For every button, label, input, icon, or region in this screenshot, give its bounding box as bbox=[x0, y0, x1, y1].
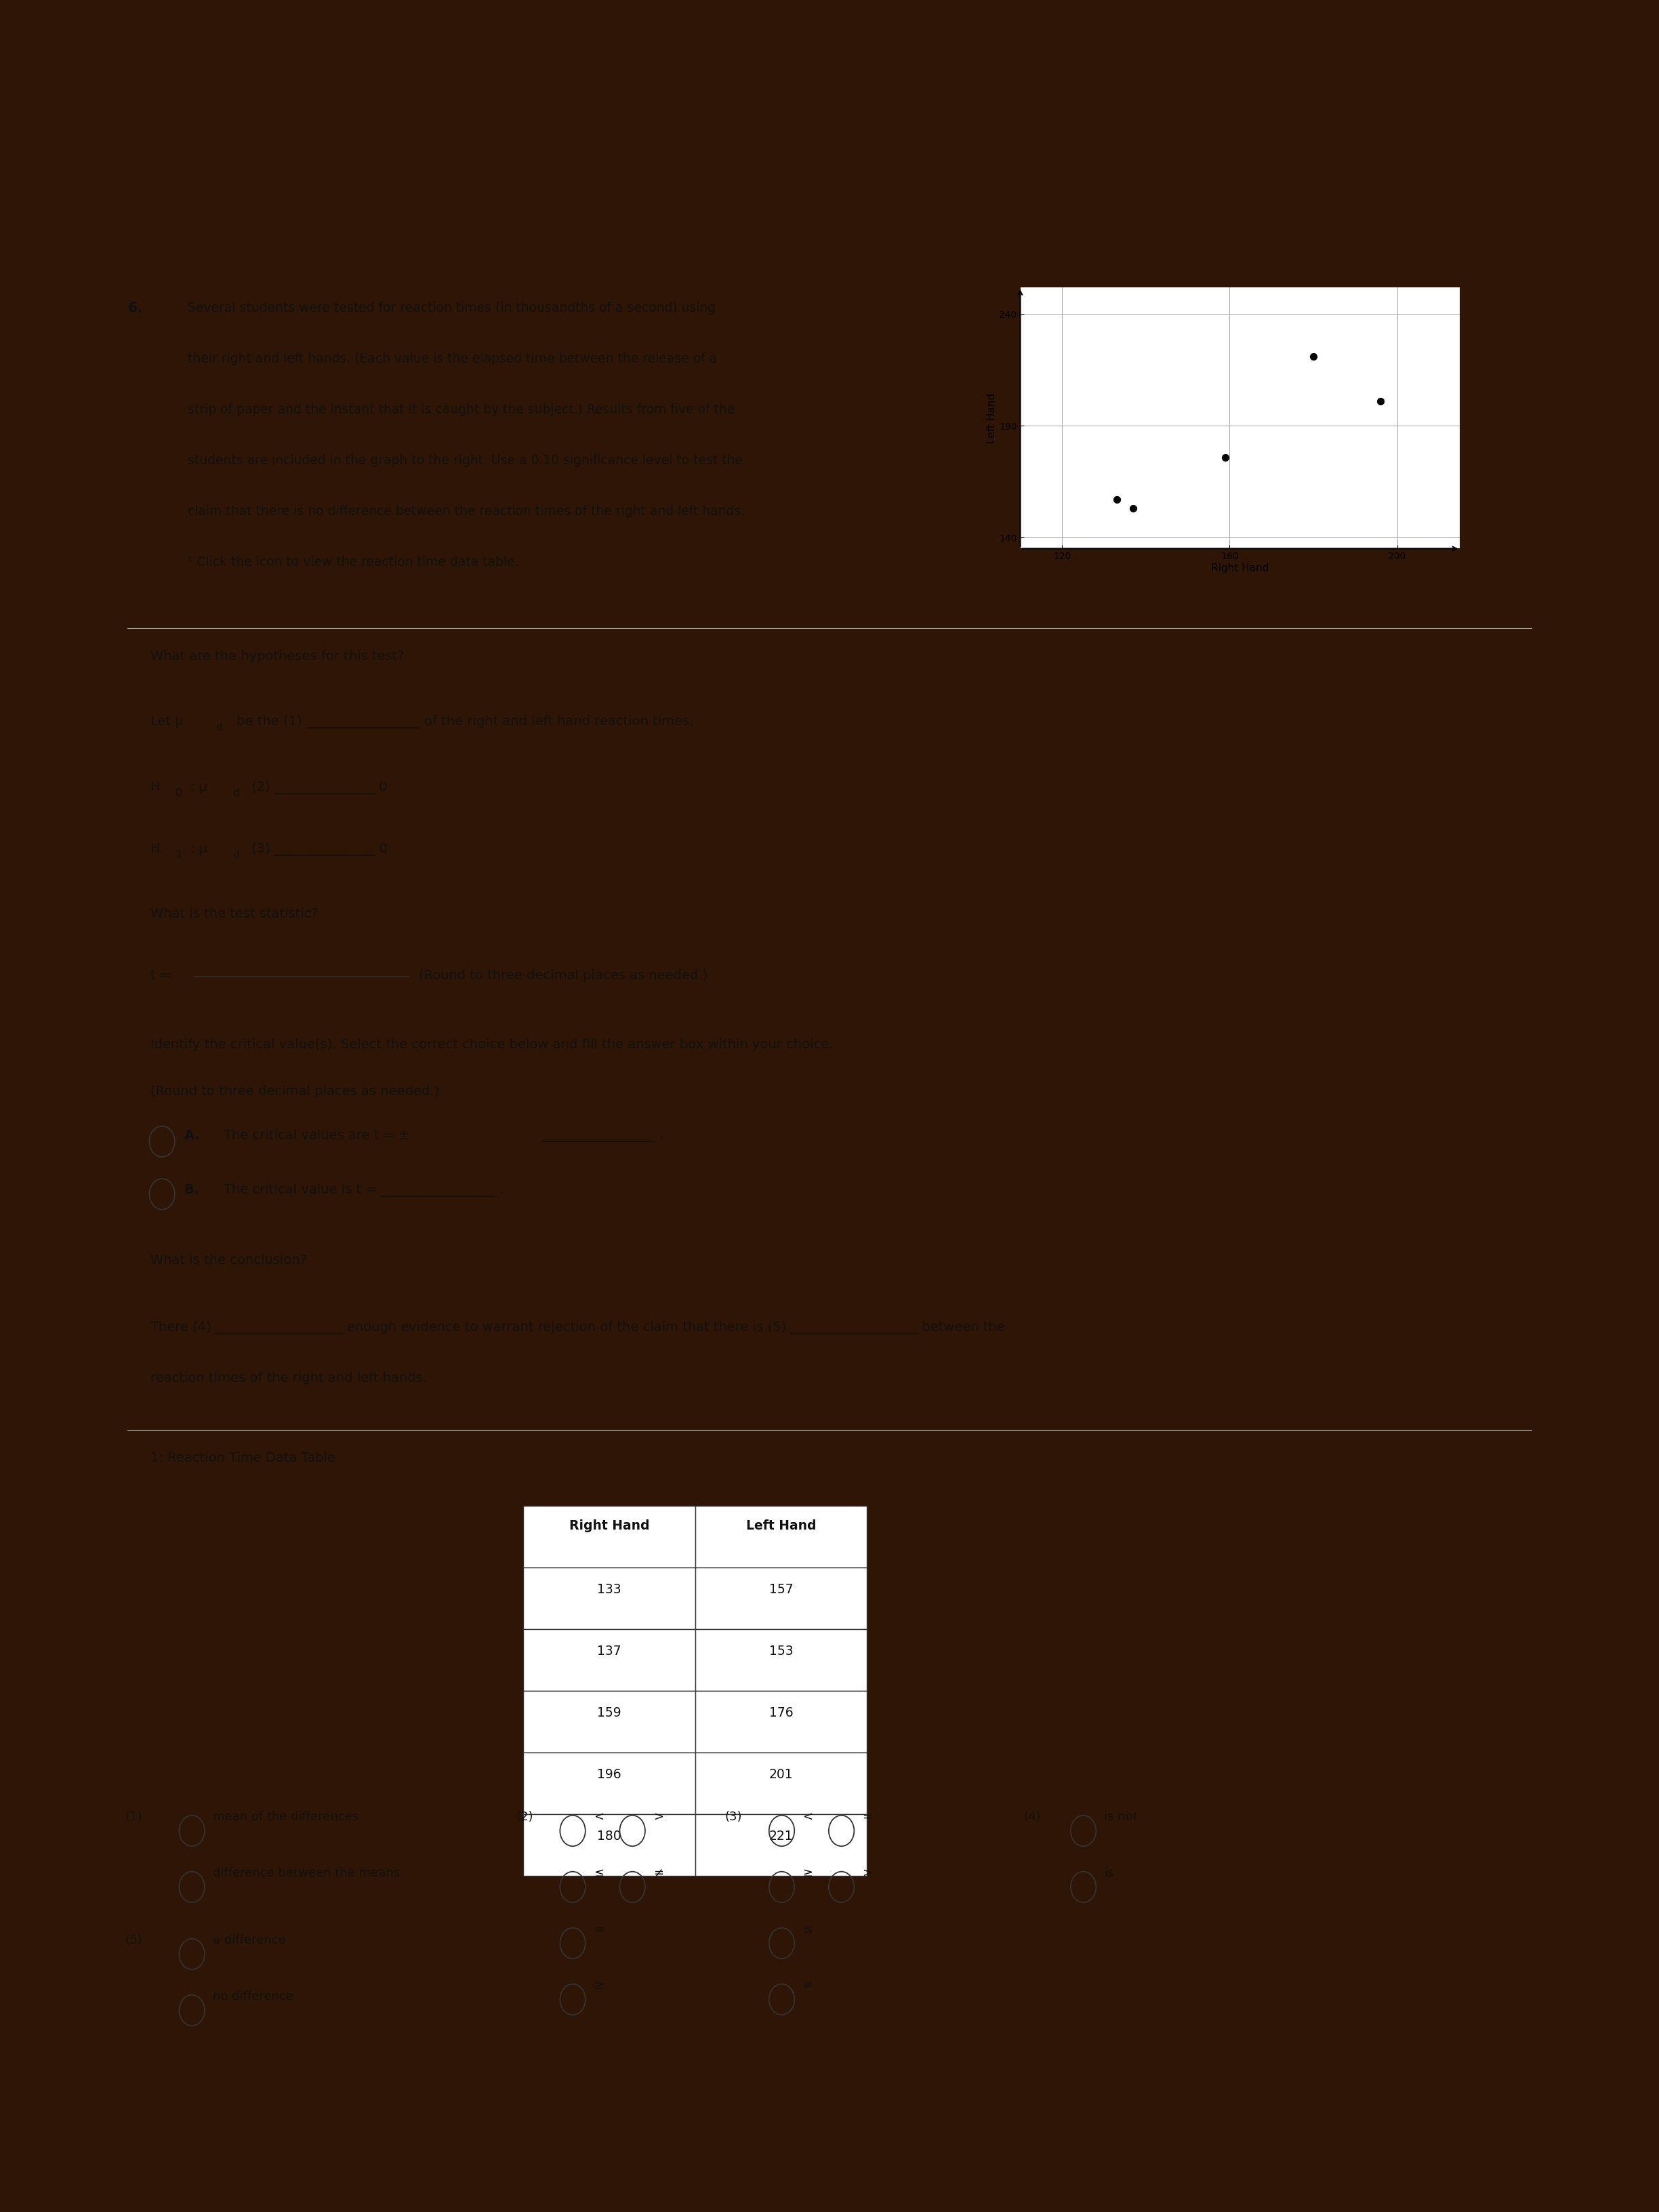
Text: ≤: ≤ bbox=[803, 1922, 813, 1936]
Text: What is the conclusion?: What is the conclusion? bbox=[151, 1254, 307, 1267]
Text: =: = bbox=[863, 1812, 873, 1823]
Text: be the (1) _________________ of the right and left hand reaction times.: be the (1) _________________ of the righ… bbox=[232, 714, 693, 728]
FancyBboxPatch shape bbox=[524, 1568, 695, 1630]
Text: (3) _______________ 0: (3) _______________ 0 bbox=[247, 843, 387, 856]
Text: (3): (3) bbox=[725, 1812, 742, 1823]
Text: ≥: ≥ bbox=[594, 1980, 604, 1991]
Text: B.: B. bbox=[184, 1183, 204, 1197]
Text: H: H bbox=[151, 843, 159, 856]
Text: difference between the means: difference between the means bbox=[212, 1867, 400, 1880]
Text: 6.: 6. bbox=[128, 301, 143, 316]
Text: 1: 1 bbox=[176, 849, 182, 860]
FancyBboxPatch shape bbox=[695, 1692, 868, 1752]
FancyBboxPatch shape bbox=[695, 1752, 868, 1814]
Text: Right Hand: Right Hand bbox=[569, 1520, 649, 1533]
Text: The critical values are t = ±: The critical values are t = ± bbox=[224, 1128, 410, 1141]
Text: (2) _______________ 0: (2) _______________ 0 bbox=[247, 781, 387, 794]
Text: A.: A. bbox=[184, 1128, 204, 1141]
Point bbox=[1301, 338, 1327, 374]
Text: <: < bbox=[594, 1812, 604, 1823]
Text: (4): (4) bbox=[1024, 1812, 1040, 1823]
FancyBboxPatch shape bbox=[695, 1630, 868, 1692]
Text: mean of the differences: mean of the differences bbox=[212, 1812, 358, 1823]
Text: What are the hypotheses for this test?: What are the hypotheses for this test? bbox=[151, 650, 405, 664]
Text: students are included in the graph to the right. Use a 0.10 significance level t: students are included in the graph to th… bbox=[187, 453, 743, 467]
Text: their right and left hands. (Each value is the elapsed time between the release : their right and left hands. (Each value … bbox=[187, 352, 717, 365]
Text: =: = bbox=[594, 1922, 604, 1936]
Text: Identify the critical value(s). Select the correct choice below and fill the ans: Identify the critical value(s). Select t… bbox=[151, 1037, 833, 1051]
Text: no difference: no difference bbox=[212, 1991, 294, 2002]
Text: : μ: : μ bbox=[191, 781, 207, 794]
Text: : μ: : μ bbox=[191, 843, 207, 856]
Text: d: d bbox=[216, 723, 222, 732]
Text: >: > bbox=[863, 1867, 873, 1880]
Text: ≥: ≥ bbox=[803, 1867, 813, 1880]
Text: Left Hand: Left Hand bbox=[747, 1520, 816, 1533]
Text: reaction times of the right and left hands.: reaction times of the right and left han… bbox=[151, 1371, 426, 1385]
Text: (5): (5) bbox=[124, 1933, 143, 1947]
X-axis label: Right Hand: Right Hand bbox=[1211, 564, 1269, 573]
Text: 0: 0 bbox=[176, 787, 182, 799]
Text: The critical value is t = _________________ .: The critical value is t = ______________… bbox=[224, 1183, 503, 1197]
Text: 1: Reaction Time Data Table: 1: Reaction Time Data Table bbox=[151, 1451, 335, 1464]
FancyBboxPatch shape bbox=[524, 1630, 695, 1692]
Text: 221: 221 bbox=[768, 1829, 793, 1843]
Text: What is the test statistic?: What is the test statistic? bbox=[151, 907, 319, 920]
Text: ≤: ≤ bbox=[594, 1867, 604, 1880]
Text: d: d bbox=[232, 849, 239, 860]
Text: 196: 196 bbox=[597, 1767, 622, 1781]
Text: 133: 133 bbox=[597, 1584, 622, 1597]
Text: 157: 157 bbox=[768, 1584, 793, 1597]
Point bbox=[1213, 440, 1239, 476]
Text: 201: 201 bbox=[768, 1767, 793, 1781]
FancyBboxPatch shape bbox=[524, 1506, 695, 1568]
FancyBboxPatch shape bbox=[695, 1506, 868, 1568]
Text: claim that there is no difference between the reaction times of the right and le: claim that there is no difference betwee… bbox=[187, 504, 745, 518]
Text: >: > bbox=[654, 1812, 664, 1823]
Point bbox=[1367, 383, 1394, 418]
Text: 180: 180 bbox=[597, 1829, 622, 1843]
Text: Let μ: Let μ bbox=[151, 714, 182, 728]
Text: _________________ .: _________________ . bbox=[538, 1128, 664, 1141]
Text: <: < bbox=[803, 1812, 813, 1823]
Text: 159: 159 bbox=[597, 1705, 622, 1719]
Point bbox=[1103, 482, 1130, 518]
Text: is: is bbox=[1105, 1867, 1115, 1880]
Text: 153: 153 bbox=[768, 1646, 793, 1657]
Text: H: H bbox=[151, 781, 159, 794]
Point bbox=[1120, 491, 1146, 526]
Text: (1): (1) bbox=[124, 1812, 143, 1823]
Text: 176: 176 bbox=[768, 1705, 793, 1719]
Text: a difference: a difference bbox=[212, 1933, 285, 1947]
Text: ≠: ≠ bbox=[803, 1980, 813, 1991]
FancyBboxPatch shape bbox=[695, 1568, 868, 1630]
Text: d: d bbox=[232, 787, 239, 799]
FancyBboxPatch shape bbox=[524, 1814, 695, 1876]
Text: There (4) ___________________ enough evidence to warrant rejection of the claim : There (4) ___________________ enough evi… bbox=[151, 1321, 1005, 1334]
Y-axis label: Left Hand: Left Hand bbox=[987, 394, 997, 442]
Text: strip of paper and the instant that it is caught by the subject.) Results from f: strip of paper and the instant that it i… bbox=[187, 403, 735, 416]
Text: (Round to three decimal places as needed.): (Round to three decimal places as needed… bbox=[151, 1086, 440, 1097]
FancyBboxPatch shape bbox=[695, 1814, 868, 1876]
FancyBboxPatch shape bbox=[524, 1692, 695, 1752]
Text: ≠: ≠ bbox=[654, 1867, 664, 1880]
Text: Several students were tested for reaction times (in thousandths of a second) usi: Several students were tested for reactio… bbox=[187, 301, 715, 314]
Text: 137: 137 bbox=[597, 1646, 622, 1657]
Text: is not: is not bbox=[1105, 1812, 1138, 1823]
Text: (Round to three decimal places as needed.): (Round to three decimal places as needed… bbox=[420, 969, 708, 982]
Text: t =: t = bbox=[151, 969, 174, 982]
FancyBboxPatch shape bbox=[524, 1752, 695, 1814]
Text: ¹ Click the icon to view the reaction time data table.: ¹ Click the icon to view the reaction ti… bbox=[187, 555, 518, 568]
Text: (2): (2) bbox=[516, 1812, 533, 1823]
